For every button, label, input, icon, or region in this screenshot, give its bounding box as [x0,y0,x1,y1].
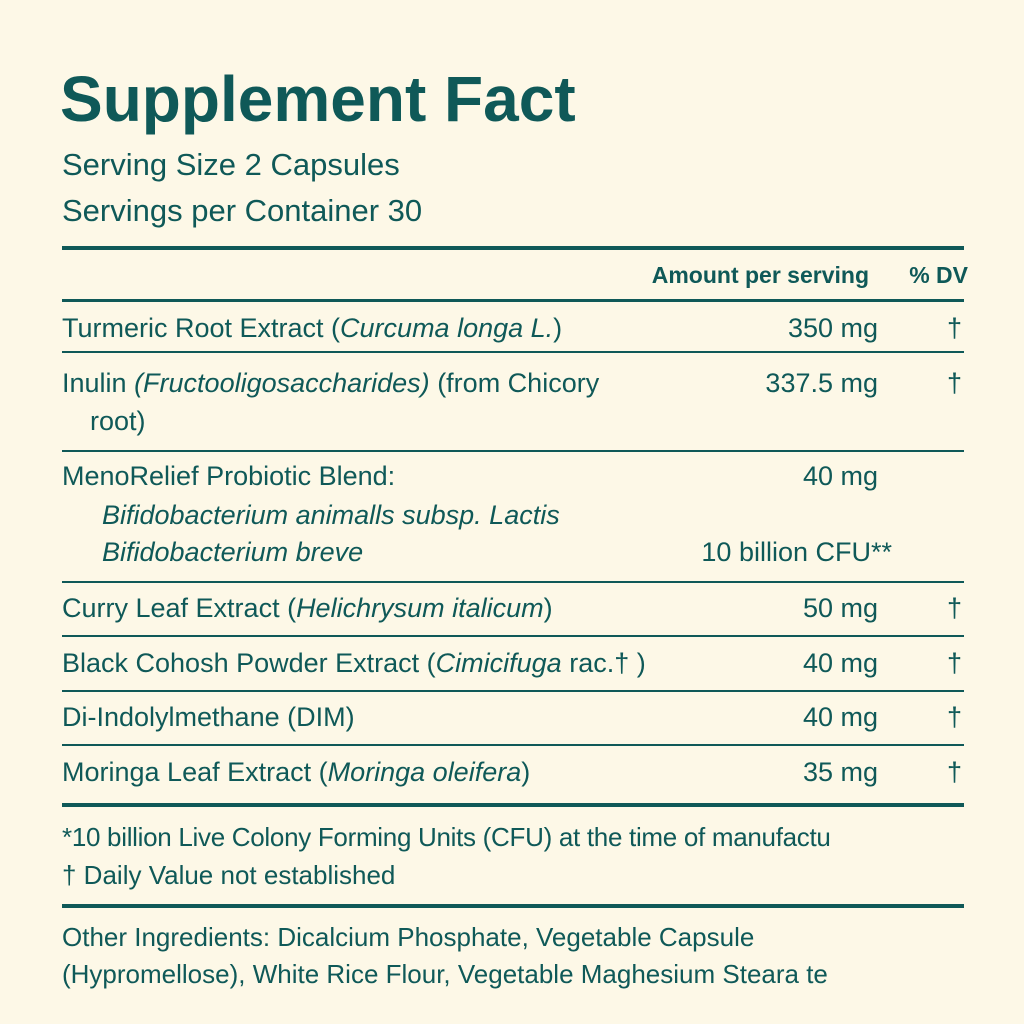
strain: Bifidobacterium animalls subsp. Lactis [102,500,560,530]
page-title: Supplement Fact [60,63,576,135]
dv-dagger: † [946,593,962,623]
divider [62,904,964,908]
divider [62,581,964,583]
ingredient-name: Turmeric Root Extract (Curcuma longa L.) [62,313,563,343]
ingredient-name: Inulin (Fructooligosaccharides) (from Ch… [62,368,600,398]
ingredient-name: Black Cohosh Powder Extract (Cimicifuga … [62,648,646,678]
ingredient-name: Curry Leaf Extract (Helichrysum italicum… [62,593,553,623]
ingredient-name: Moringa Leaf Extract (Moringa oleifera) [62,757,531,787]
other-ingredients: Other Ingredients: Dicalcium Phosphate, … [62,922,755,952]
divider [62,744,964,746]
divider [62,635,964,637]
divider [62,299,964,302]
ingredient-amount: 50 mg [802,593,878,623]
divider [62,690,964,692]
dv-dagger: † [946,757,962,787]
ingredient-amount: 35 mg [802,757,878,787]
footnote-dv: † Daily Value not established [62,860,396,890]
cfu-amount: 10 billion CFU** [701,537,892,567]
dv-header: % DV [909,262,968,288]
strain: Bifidobacterium breve [102,537,364,567]
divider [62,351,964,353]
footnote-cfu: *10 billion Live Colony Forming Units (C… [62,822,831,852]
dv-dagger: † [946,648,962,678]
dv-dagger: † [946,368,962,398]
ingredient-amount: 40 mg [802,702,878,732]
divider [62,246,964,250]
serving-size: Serving Size 2 Capsules [62,147,400,182]
dv-dagger: † [946,313,962,343]
amount-header: Amount per serving [651,262,869,288]
ingredient-amount: 350 mg [787,313,878,343]
dv-dagger: † [946,702,962,732]
divider [62,450,964,452]
blend-name: MenoRelief Probiotic Blend: [62,461,396,491]
ingredient-amount: 337.5 mg [765,368,878,398]
blend-amount: 40 mg [802,461,878,491]
other-ingredients-continued: (Hypromellose), White Rice Flour, Vegeta… [62,959,828,989]
servings-per-container: Servings per Container 30 [62,193,423,228]
ingredient-name: Di-Indolylmethane (DIM) [62,702,355,732]
divider [62,803,964,807]
ingredient-name-continued: root) [90,406,146,436]
ingredient-amount: 40 mg [802,648,878,678]
